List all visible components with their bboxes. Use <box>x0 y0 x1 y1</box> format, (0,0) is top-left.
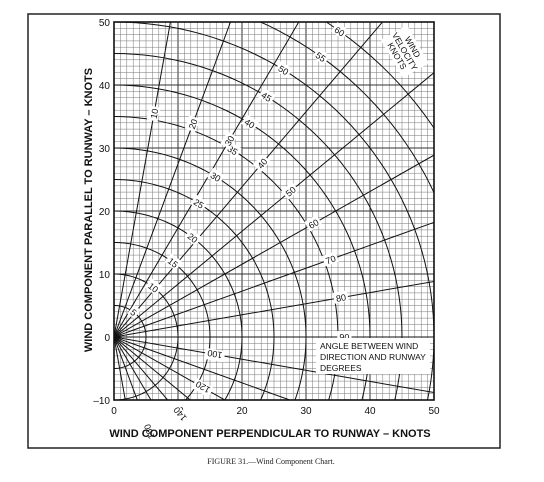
angle-label-30-text: 30 <box>223 134 237 148</box>
angle-label-100-bg <box>204 347 226 363</box>
angle-label-20-text: 20 <box>187 118 200 131</box>
speed-label-60-text: 60 <box>332 25 346 39</box>
y-tick-label: 20 <box>99 207 111 218</box>
speed-label-40-bg <box>241 114 259 132</box>
speed-label-30-bg <box>207 167 225 185</box>
angle-label-40: 40 <box>252 154 271 172</box>
speed-arc-5 <box>114 305 147 369</box>
speed-arc-45 <box>114 53 403 400</box>
speed-label-50: 50 <box>274 61 293 78</box>
y-tick-label: 10 <box>99 270 111 281</box>
speed-label-5: 5 <box>127 304 141 319</box>
speed-label-40: 40 <box>241 114 259 132</box>
x-axis-label: WIND COMPONENT PERPENDICULAR TO RUNWAY –… <box>109 428 430 440</box>
angle-label-30-bg <box>220 131 238 150</box>
angle-label-120-bg <box>191 378 214 398</box>
angle-label-80-text: 80 <box>335 292 347 304</box>
y-tick-labels: 50 40 30 20 10 0 –10 <box>93 18 110 407</box>
speed-label-5-text: 5 <box>128 307 138 318</box>
angle-annotation-line-2: DIRECTION AND RUNWAY <box>320 352 426 362</box>
angle-label-140-bg <box>168 403 190 426</box>
y-axis-label: WIND COMPONENT PARALLEL TO RUNWAY – KNOT… <box>83 68 95 352</box>
speed-label-55-text: 55 <box>314 50 328 64</box>
angle-label-50: 50 <box>281 182 300 200</box>
speed-label-10-text: 10 <box>146 281 160 295</box>
angle-label-80: 80 <box>332 290 349 304</box>
figure-caption: FIGURE 31.—Wind Component Chart. <box>207 457 334 466</box>
y-tick-label: 0 <box>104 333 110 344</box>
angle-label-100: 100 <box>204 347 226 363</box>
speed-label-55-bg <box>312 47 331 65</box>
speed-arc-50 <box>114 22 434 400</box>
speed-label-25: 25 <box>190 194 209 212</box>
angle-label-10-text: 10 <box>149 108 161 120</box>
angle-label-10-bg <box>146 105 161 122</box>
speed-label-5-bg <box>127 304 141 319</box>
angle-label-60-text: 60 <box>307 217 321 231</box>
speed-arc-15 <box>114 242 211 400</box>
x-tick-label: 50 <box>428 406 440 417</box>
speed-label-20-text: 20 <box>185 231 199 245</box>
angle-label-40-text: 40 <box>255 157 269 171</box>
speed-label-30: 30 <box>207 167 225 185</box>
speed-label-10-bg <box>144 278 163 296</box>
angle-label-70-text: 70 <box>324 253 337 266</box>
x-tick-label: 20 <box>236 406 248 417</box>
x-tick-label: 0 <box>111 406 117 417</box>
speed-label-45-text: 45 <box>259 90 273 104</box>
speed-label-55: 55 <box>312 47 331 65</box>
angle-label-20-bg <box>184 115 200 133</box>
speed-arc-40 <box>114 84 371 400</box>
speed-label-20-bg <box>184 228 203 247</box>
angle-label-40-bg <box>252 154 271 172</box>
angle-label-60: 60 <box>304 214 323 232</box>
x-tick-label: 30 <box>300 406 312 417</box>
speed-label-20: 20 <box>184 228 203 247</box>
speed-label-25-bg <box>190 194 209 212</box>
angle-label-10: 10 <box>146 105 161 122</box>
speed-label-15-text: 15 <box>166 256 180 270</box>
speed-label-30-text: 30 <box>209 170 223 184</box>
angle-label-160: 160 <box>139 420 158 444</box>
angle-label-70: 70 <box>321 251 339 267</box>
angle-annotation-line-3: DEGREES <box>320 363 362 373</box>
angle-label-50-bg <box>281 182 300 200</box>
y-tick-label: 40 <box>99 81 111 92</box>
angle-label-90-bg <box>337 331 352 342</box>
angle-label-160-bg <box>139 420 158 444</box>
angle-label-160-text: 160 <box>142 423 157 441</box>
angle-label-90: 90 <box>337 331 352 343</box>
y-tick-label: 50 <box>99 18 111 29</box>
speed-label-50-text: 50 <box>276 63 290 77</box>
angle-label-100-text: 100 <box>207 348 224 360</box>
angle-label-90-text: 90 <box>339 333 349 343</box>
speed-arc-10 <box>114 273 179 400</box>
speed-arc-20 <box>114 210 243 400</box>
y-tick-label: 30 <box>99 144 111 155</box>
plot-border <box>113 21 435 401</box>
angle-annotation-line-1: ANGLE BETWEEN WIND <box>320 341 418 351</box>
angle-label-20: 20 <box>184 115 200 133</box>
x-tick-label: 40 <box>364 406 376 417</box>
speed-label-60: 60 <box>331 22 349 40</box>
speed-label-45: 45 <box>257 87 276 105</box>
speed-label-15-bg <box>164 253 183 271</box>
angle-label-60-bg <box>304 214 323 232</box>
speed-label-60-bg <box>331 22 349 40</box>
y-tick-label: –10 <box>93 396 110 407</box>
angle-label-50-text: 50 <box>284 185 298 199</box>
angle-annotation-box: ANGLE BETWEEN WIND DIRECTION AND RUNWAY … <box>316 338 430 374</box>
speed-label-15: 15 <box>164 253 183 271</box>
speed-label-10: 10 <box>144 278 163 296</box>
speed-label-40-text: 40 <box>243 117 257 131</box>
speed-label-25-text: 25 <box>192 197 206 211</box>
speed-label-50-bg <box>274 61 293 78</box>
speed-arc-55 <box>259 22 434 194</box>
angle-label-70-bg <box>321 251 339 267</box>
angle-label-30: 30 <box>220 131 238 150</box>
speed-label-45-bg <box>257 87 276 105</box>
angle-label-80-bg <box>332 290 349 304</box>
